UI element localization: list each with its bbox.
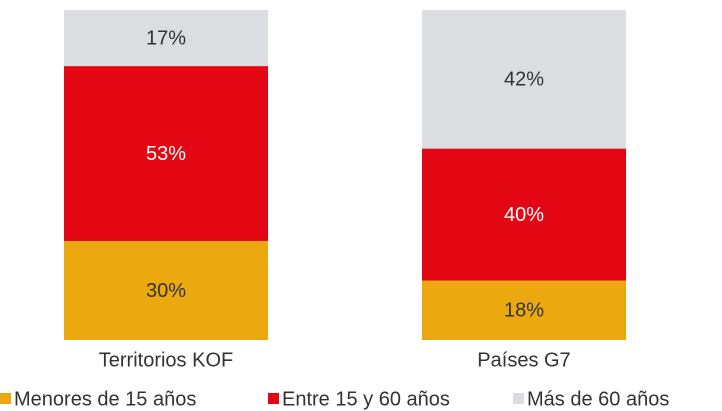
data-label: 53%: [146, 143, 186, 165]
bar-segment: [64, 10, 268, 67]
data-label: 17%: [146, 27, 186, 49]
legend-swatch: [0, 393, 11, 404]
data-label: 42%: [504, 69, 544, 91]
bar-segment: [422, 10, 626, 149]
data-label: 18%: [504, 300, 544, 322]
legend-swatch: [513, 393, 524, 404]
legend-label: Más de 60 años: [527, 388, 669, 410]
bar-segment: [64, 66, 268, 241]
legend-swatch: [268, 393, 279, 404]
bar-segment: [422, 280, 626, 340]
bar-segment: [422, 148, 626, 281]
x-tick-label: Países G7: [477, 349, 570, 371]
legend-label: Entre 15 y 60 años: [282, 388, 450, 410]
bar-segment: [64, 241, 268, 340]
data-label: 30%: [146, 280, 186, 302]
legend-label: Menores de 15 años: [14, 388, 196, 410]
x-tick-label: Territorios KOF: [99, 349, 233, 371]
data-label: 40%: [504, 204, 544, 226]
